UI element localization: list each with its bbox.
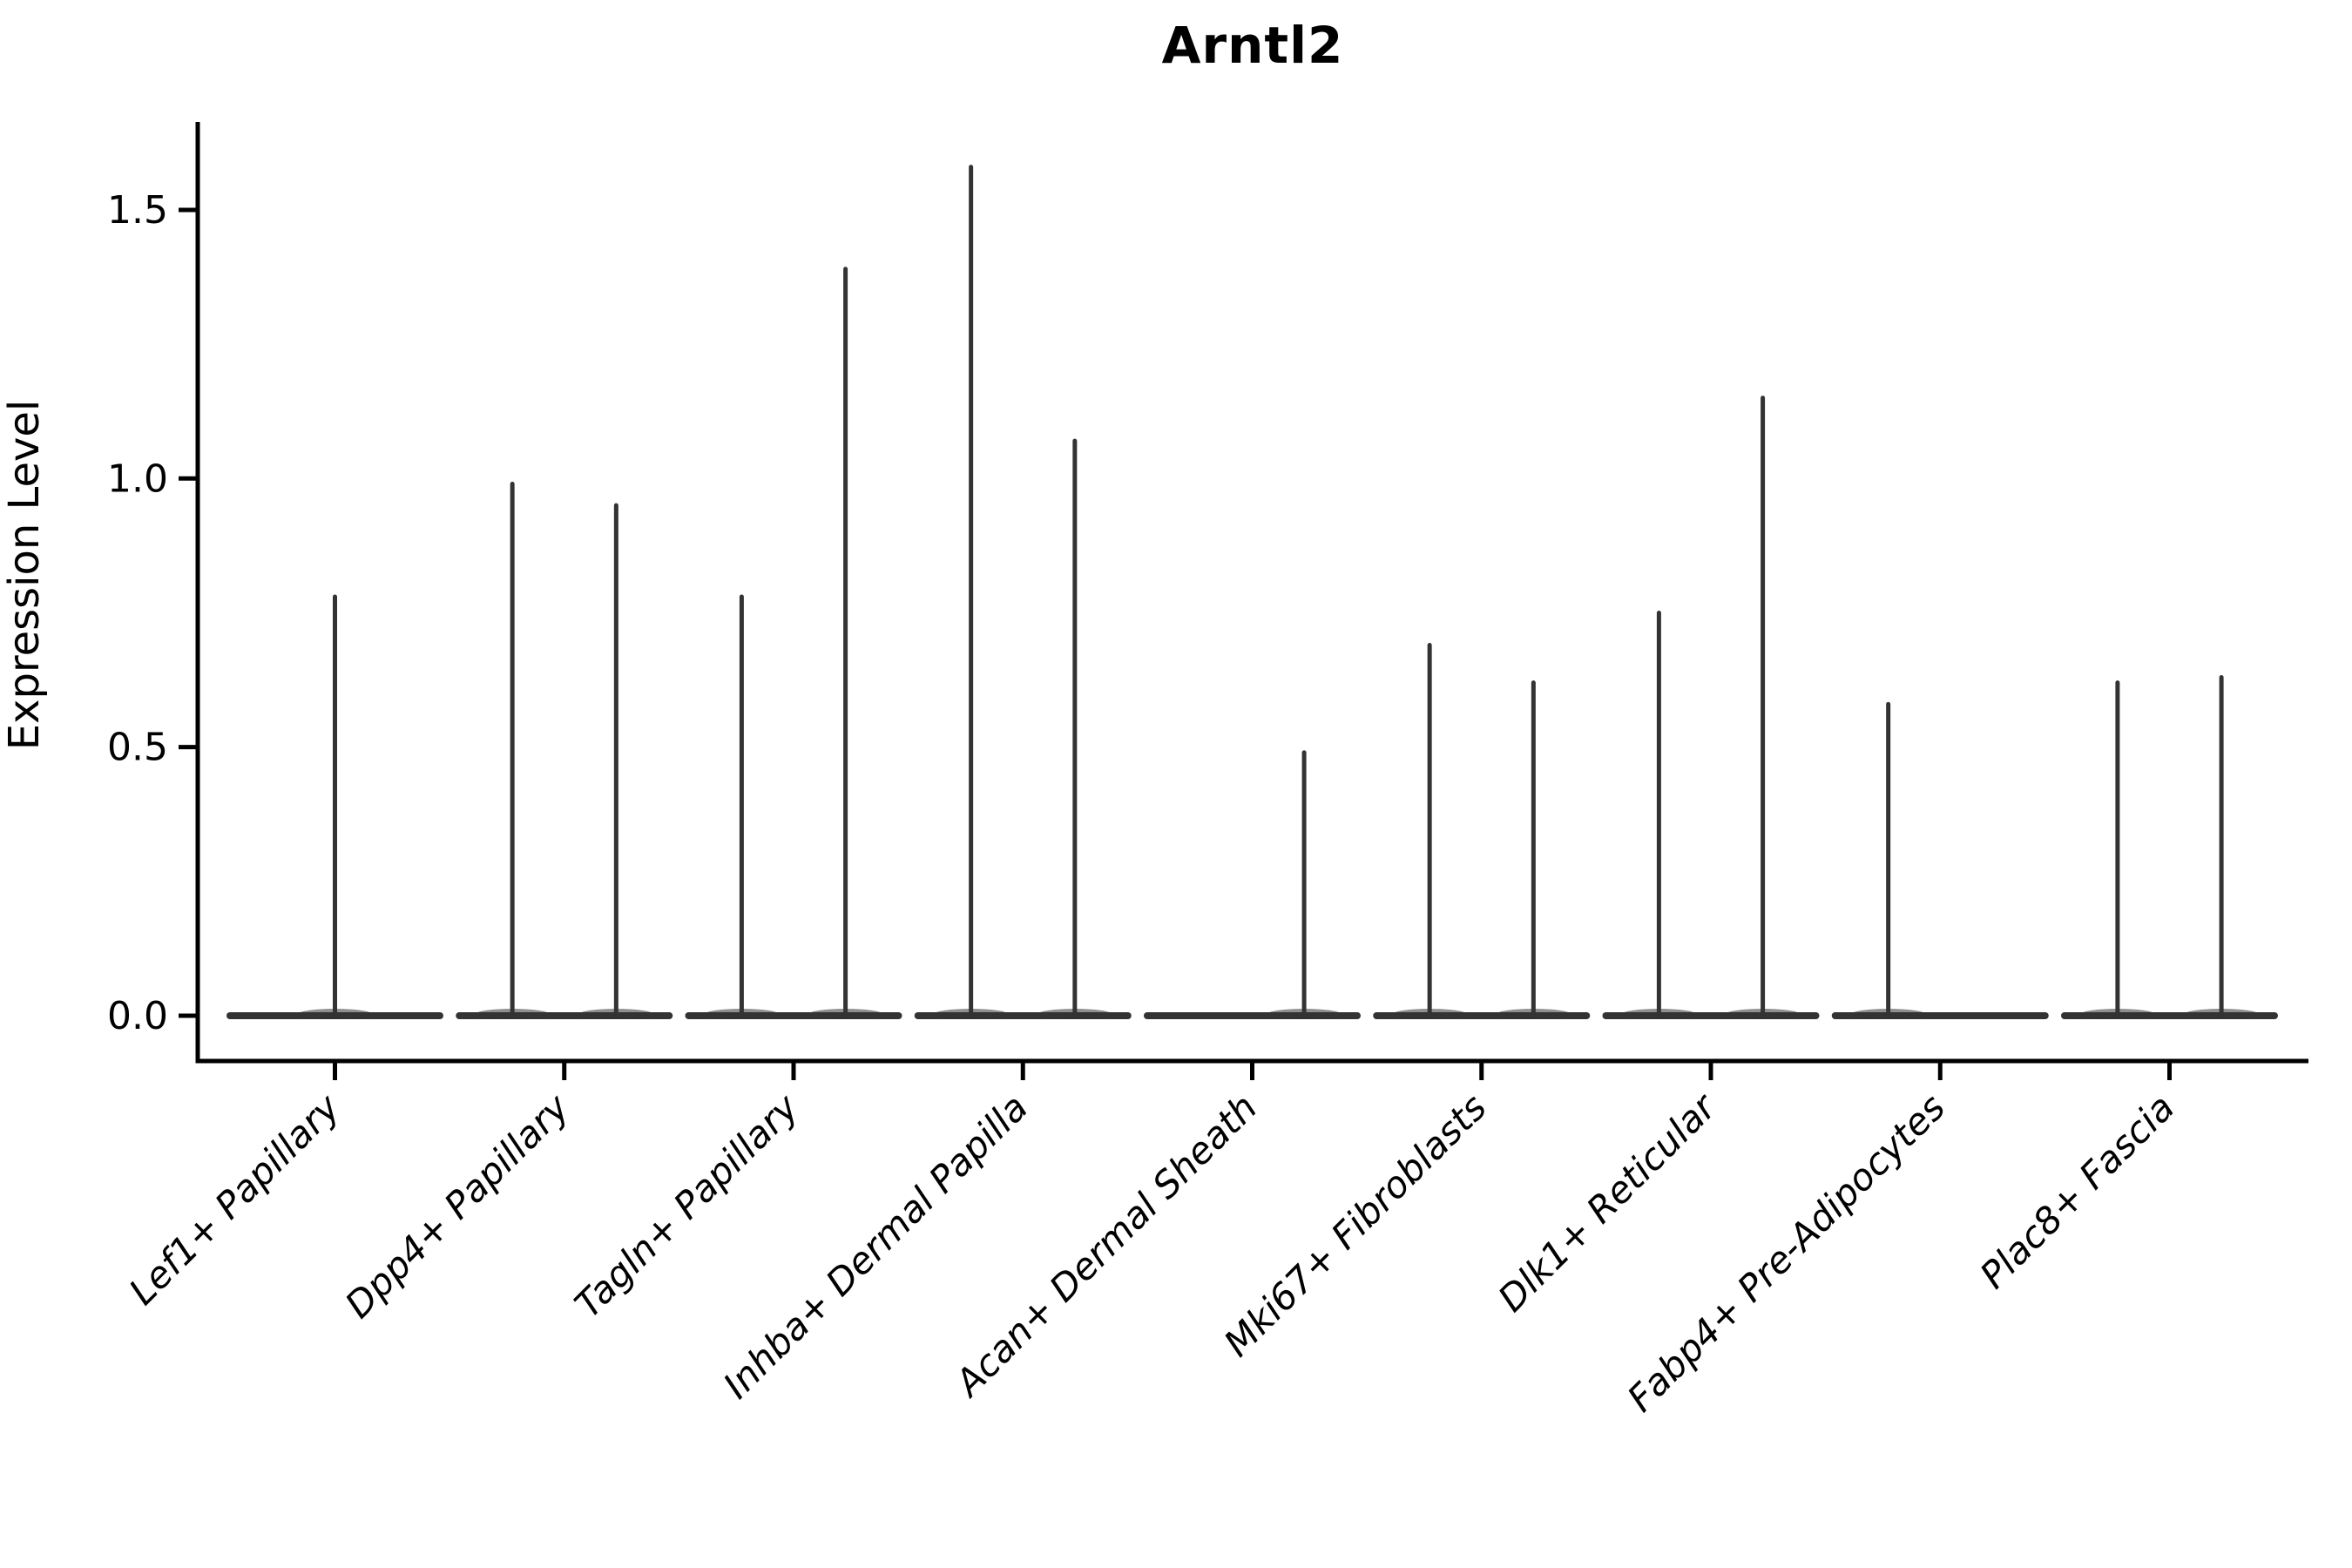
y-tick-label: 1.0 <box>107 456 168 501</box>
x-tick-label: Dlk1+ Reticular <box>1490 1084 1726 1320</box>
y-axis-label: Expression Level <box>0 399 49 751</box>
y-tick-label: 0.5 <box>107 726 168 770</box>
x-tick-label: Dpp4+ Papillary <box>337 1085 578 1327</box>
y-tick-label: 0.0 <box>107 994 168 1038</box>
x-tick-label: Lef1+ Papillary <box>121 1085 349 1314</box>
y-tick-label: 1.5 <box>107 188 168 233</box>
x-tick-label: Tagln+ Papillary <box>566 1085 808 1327</box>
chart-title: Arntl2 <box>1161 16 1344 75</box>
x-tick-label: Mki67+ Fibroblasts <box>1216 1085 1495 1364</box>
x-tick-label: Plac8+ Fascia <box>1971 1085 2182 1296</box>
